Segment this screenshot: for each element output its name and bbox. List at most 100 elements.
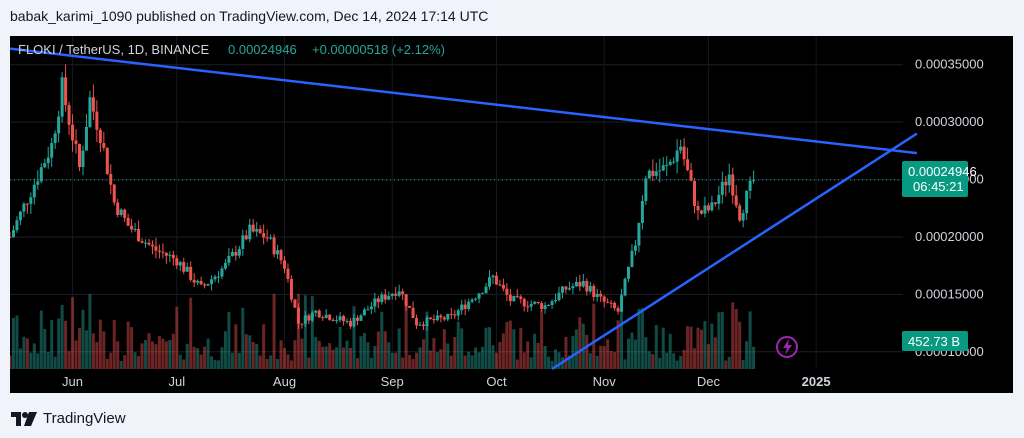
volume-bar: [137, 356, 141, 369]
volume-bar: [682, 349, 686, 369]
candle-body: [720, 181, 724, 195]
tradingview-logo[interactable]: TradingView: [11, 410, 126, 427]
candle-body: [262, 233, 266, 238]
volume-bar: [57, 318, 61, 369]
candle-body: [303, 315, 307, 324]
volume-bar: [564, 336, 568, 369]
candle-body: [168, 254, 172, 256]
plot-area[interactable]: 0.000350000.000300000.000250000.00020000…: [10, 36, 1013, 393]
candle-body: [752, 180, 756, 182]
candle-body: [679, 146, 683, 151]
candle-body: [394, 293, 398, 296]
candle-body: [408, 306, 412, 308]
candle-body: [324, 314, 328, 318]
volume-bar: [272, 294, 276, 369]
volume-bar: [15, 315, 19, 369]
volume-bar: [130, 327, 134, 369]
volume-bar: [279, 340, 283, 369]
candle-body: [380, 294, 384, 303]
volume-bar: [36, 353, 40, 369]
volume-bar: [543, 345, 547, 369]
volume-bar: [390, 352, 394, 369]
candle-body: [734, 195, 738, 206]
lightning-badge-icon[interactable]: [776, 336, 798, 358]
volume-bar: [623, 359, 627, 369]
volume-bar: [60, 304, 64, 369]
volume-bar: [672, 353, 676, 369]
candle-body: [157, 250, 161, 252]
volume-bar: [119, 360, 123, 369]
volume-bar: [147, 333, 151, 369]
volume-bar: [241, 307, 245, 369]
volume-bar: [223, 331, 227, 369]
candle-body: [665, 164, 669, 166]
candle-body: [547, 305, 551, 307]
candle-body: [11, 230, 15, 238]
volume-bar: [234, 324, 238, 369]
volume-bar: [720, 311, 724, 369]
candle-body: [10, 236, 12, 238]
candle-body: [383, 294, 387, 300]
candle-body: [727, 174, 731, 186]
volume-bar: [32, 343, 36, 369]
volume-bar: [609, 351, 613, 369]
symbol-price: 0.00024946: [228, 42, 297, 57]
volume-bar: [689, 326, 693, 369]
candle-body: [255, 228, 259, 232]
candle-body: [630, 250, 634, 267]
volume-bar: [651, 354, 655, 369]
candle-body: [366, 309, 370, 311]
volume-bar: [216, 360, 220, 369]
volume-bar: [404, 294, 408, 369]
candle-body: [554, 300, 558, 302]
volume-bar: [84, 330, 88, 369]
candle-body: [237, 248, 241, 256]
candle-body: [317, 310, 321, 318]
volume-bar: [724, 360, 728, 369]
volume-bar: [633, 339, 637, 369]
volume-bar: [578, 317, 582, 369]
candle-body: [460, 304, 464, 311]
volume-bar: [321, 346, 325, 369]
volume-bar: [442, 329, 446, 369]
candle-body: [696, 205, 700, 211]
volume-bar: [345, 340, 349, 369]
volume-bar: [665, 352, 669, 369]
candle-body: [647, 170, 651, 179]
volume-bar: [425, 311, 429, 369]
volume-bar: [314, 336, 318, 369]
candle-body: [137, 228, 141, 242]
candle-body: [526, 306, 530, 308]
price-tick-label: 0.00015000: [915, 286, 984, 301]
volume-bar: [675, 360, 679, 369]
candle-body: [64, 77, 68, 106]
price-tick-label: 0.00020000: [915, 229, 984, 244]
candle-body: [491, 275, 495, 278]
candle-body: [223, 262, 227, 269]
candle-body: [74, 140, 78, 144]
countdown-timer: 06:45:21: [913, 179, 964, 194]
volume-bar: [335, 347, 339, 369]
volume-bar: [199, 354, 203, 369]
candle-body: [637, 222, 641, 246]
volume-bar: [481, 346, 485, 369]
candle-body: [724, 181, 728, 186]
candle-body: [571, 286, 575, 289]
volume-bar: [77, 328, 81, 369]
volume-bar: [307, 357, 311, 369]
volume-bar: [519, 328, 523, 369]
volume-bar: [699, 329, 703, 369]
candle-body: [574, 281, 578, 287]
chart-canvas[interactable]: 0.000350000.000300000.000250000.00020000…: [10, 36, 1013, 393]
candle-body: [540, 303, 544, 309]
volume-bar: [522, 352, 526, 369]
candle-body: [352, 317, 356, 327]
candle-body: [71, 124, 75, 141]
grid: [10, 36, 903, 369]
volume-bar: [456, 321, 460, 369]
volume-bar: [220, 347, 224, 369]
volume-bar: [599, 345, 603, 369]
volume-bar: [731, 302, 735, 369]
candle-body: [519, 296, 523, 299]
candle-body: [578, 281, 582, 287]
